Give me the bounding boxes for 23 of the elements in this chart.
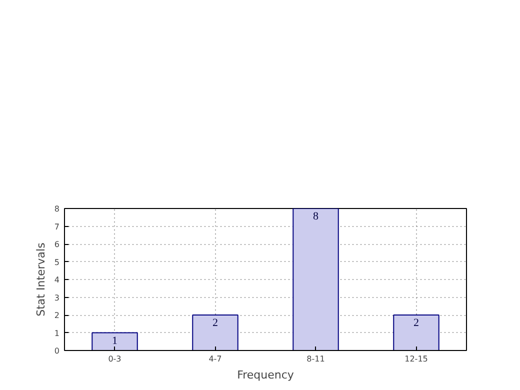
y-tick-label: 8 <box>54 204 60 214</box>
data-label: 8 <box>313 210 319 222</box>
x-tick-label: 4-7 <box>208 354 222 364</box>
y-axis-title: Stat Intervals <box>34 242 48 316</box>
data-label: 2 <box>212 317 218 329</box>
y-tick-label: 2 <box>54 311 60 320</box>
y-tick-label: 6 <box>54 240 60 249</box>
y-tick-label: 1 <box>54 328 60 338</box>
y-tick-label: 0 <box>54 346 60 356</box>
bar <box>192 314 238 350</box>
bar <box>393 314 440 350</box>
bar <box>292 208 339 350</box>
y-tick-label: 5 <box>54 258 60 267</box>
data-label: 2 <box>414 317 419 329</box>
x-axis-title: Frequency <box>237 368 294 382</box>
y-tick-label: 3 <box>54 293 60 302</box>
x-tick-label: 8-11 <box>306 354 325 364</box>
x-tick-label: 12-15 <box>404 354 428 364</box>
x-tick-label: 0-3 <box>108 354 122 364</box>
data-label: 1 <box>112 334 118 347</box>
y-tick-label: 7 <box>54 222 60 232</box>
y-tick-label: 4 <box>54 276 60 284</box>
bar <box>92 332 138 350</box>
